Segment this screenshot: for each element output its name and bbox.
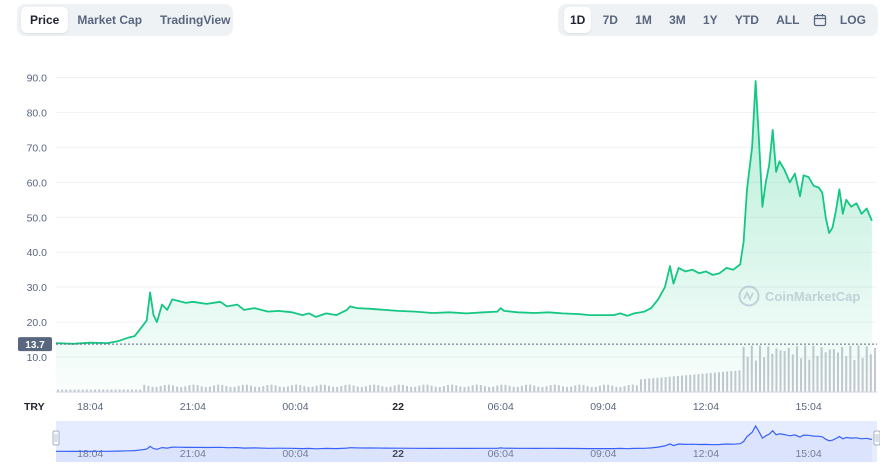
watermark: CoinMarketCap <box>738 285 860 307</box>
calendar-icon-glyph <box>813 14 826 27</box>
range-ytd-button[interactable]: YTD <box>734 13 759 27</box>
range-1m-button[interactable]: 1M <box>635 13 652 27</box>
y-tick-label: 10.0 <box>27 352 48 364</box>
navigator-left-handle[interactable] <box>52 430 60 446</box>
range-1d-button[interactable]: 1D <box>564 7 592 33</box>
x-tick-label: 18:04 <box>77 401 103 413</box>
open-price-value: 13.7 <box>25 340 45 351</box>
price-area <box>56 81 872 392</box>
x-tick-label: 15:04 <box>795 401 821 413</box>
tab-tradingview[interactable]: TradingView <box>160 13 231 27</box>
navigator-right-handle[interactable] <box>873 430 880 446</box>
x-tick-label: 00:04 <box>282 401 308 413</box>
coinmarketcap-logo-icon <box>738 285 760 307</box>
range-1y-button[interactable]: 1Y <box>702 13 718 27</box>
watermark-text: CoinMarketCap <box>765 289 860 304</box>
y-tick-label: 60.0 <box>27 177 48 189</box>
y-axis: 90.0 80.0 70.0 60.0 50.0 40.0 30.0 20.0 10.0 <box>27 72 48 364</box>
range-all-button[interactable]: ALL <box>776 13 800 27</box>
tab-price[interactable]: Price <box>21 7 69 33</box>
tab-market-cap[interactable]: Market Cap <box>77 13 143 27</box>
x-tick-label: 12:04 <box>693 401 719 413</box>
y-tick-label: 90.0 <box>27 72 48 84</box>
range-3m-button[interactable]: 3M <box>669 13 686 27</box>
x-axis: 18:04 21:04 00:04 22 06:04 09:04 12:04 15:04 <box>56 391 877 413</box>
open-price-badge-bg <box>18 337 52 352</box>
range-7d-button[interactable]: 7D <box>602 13 618 27</box>
y-tick-label: 20.0 <box>27 317 48 329</box>
x-tick-label: 09:04 <box>590 401 616 413</box>
y-tick-label: 50.0 <box>27 212 48 224</box>
coinmarketcap-logo-mark <box>743 290 754 302</box>
open-price-badge: 13.7 <box>18 337 52 352</box>
x-tick-label: 06:04 <box>488 401 514 413</box>
y-tick-label: 40.0 <box>27 247 48 259</box>
volume-bar <box>873 348 876 392</box>
grid-lines <box>56 76 877 358</box>
time-range-tabs: 1D 7D 1M 3M 1Y YTD ALL LOG <box>558 4 878 36</box>
y-tick-label: 70.0 <box>27 142 48 154</box>
y-tick-label: 30.0 <box>27 282 48 294</box>
log-scale-button[interactable]: LOG <box>839 13 866 27</box>
x-tick-label: 21:04 <box>180 401 206 413</box>
price-line <box>55 80 873 345</box>
calendar-icon[interactable] <box>811 11 829 29</box>
currency-label: TRY <box>24 401 45 413</box>
y-tick-label: 80.0 <box>27 107 48 119</box>
chart-type-tabs: Price Market Cap TradingView <box>17 4 233 36</box>
x-tick-label: 22 <box>392 401 404 413</box>
